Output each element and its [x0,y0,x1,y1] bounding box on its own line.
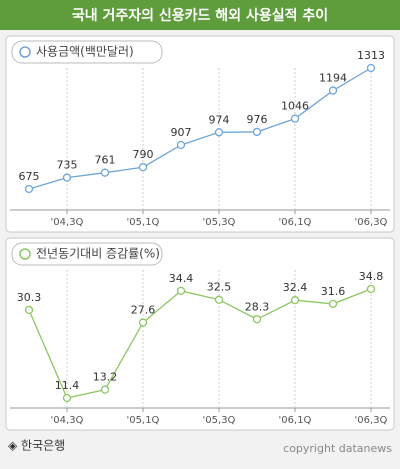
series-line [28,288,372,399]
legend-box [11,40,163,64]
point [214,128,224,137]
header-bar [0,0,400,30]
data-label: 1046 [281,100,309,113]
point [252,127,262,137]
legend-box [11,242,163,266]
data-label: 735 [57,159,78,172]
legend-marker [19,46,31,58]
x-tick-label: '06,3Q [355,415,388,426]
x-tick-label: '06,1Q [279,415,312,426]
data-label: 976 [247,113,268,126]
data-label: 11.4 [55,379,80,392]
point [328,86,338,95]
data-label: 13.2 [93,371,118,384]
data-label: 1194 [319,72,347,85]
point [24,305,34,315]
x-tick-label: '06,1Q [279,217,312,228]
data-label: 27.6 [131,304,156,317]
data-label: 974 [209,113,230,126]
copyright: copyright datanews [283,442,392,455]
x-tick-label: '05,3Q [203,217,236,228]
point [100,168,110,177]
point [62,173,72,182]
legend-label: 사용금액(백만달러) [36,45,134,59]
x-tick-label: '05,1Q [127,415,160,426]
data-label: 34.8 [359,270,384,283]
point [176,286,186,296]
legend-label: 전년동기대비 증감률(%) [36,247,160,261]
x-tick-label: '05,1Q [127,217,160,228]
data-label: 32.4 [283,281,308,294]
point [366,63,376,73]
point [366,284,376,294]
chart-title: 국내 거주자의 신용카드 해외 사용실적 추이 [72,7,328,24]
x-tick-label: '06,3Q [355,217,388,228]
data-label: 31.6 [321,285,346,298]
x-tick-label: '05,3Q [203,415,236,426]
x-tick-label: '04,3Q [51,217,84,228]
x-tick-label: '04,3Q [51,415,84,426]
point [138,318,148,327]
panel [5,237,395,431]
point [24,184,34,194]
point [290,114,300,123]
data-label: 761 [95,154,116,167]
data-label: 790 [133,148,154,161]
point [290,296,300,305]
source: ◈ 한국은행 [8,438,65,453]
point [328,299,338,309]
legend-marker [19,248,31,260]
point [214,295,224,304]
point [138,163,148,172]
point [176,140,186,150]
data-label: 34.4 [169,272,194,285]
data-label: 1313 [357,49,385,62]
data-label: 675 [19,170,40,183]
data-label: 28.3 [245,300,270,313]
point [252,315,262,324]
data-label: 32.5 [207,281,232,294]
point [62,393,72,403]
series-line [28,67,372,190]
data-label: 30.3 [17,291,42,304]
panel [5,35,395,233]
point [100,385,110,394]
data-label: 907 [171,126,192,139]
